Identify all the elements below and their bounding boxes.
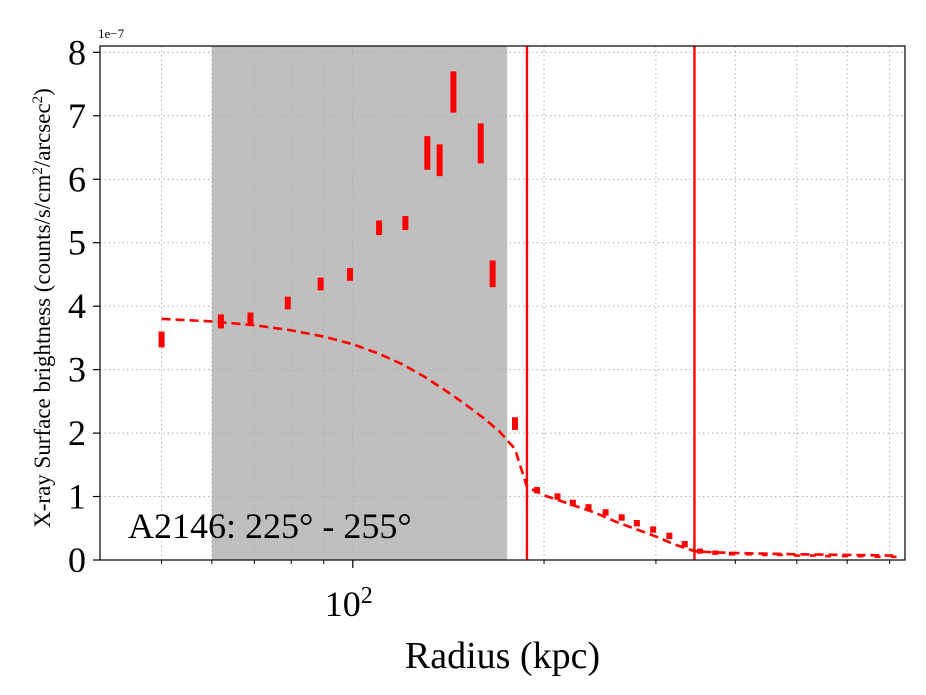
x-tick-base: 10 <box>325 584 361 624</box>
y-tick-label: 3 <box>68 350 86 390</box>
y-tick-label: 8 <box>68 32 86 72</box>
y-tick-label: 1 <box>68 477 86 517</box>
shaded-region-layer <box>211 46 508 560</box>
y-axis-label-main: X-ray Surface brightness (counts/s/cm <box>30 175 55 528</box>
y-axis-label-mid: /arcsec <box>30 103 55 167</box>
model-profile-curve <box>161 317 898 557</box>
x-axis-label: Radius (kpc) <box>405 635 600 677</box>
y-tick-label: 7 <box>68 96 86 136</box>
y-axis-label-end: ) <box>30 88 55 96</box>
y-axis-label: X-ray Surface brightness (counts/s/cm2/a… <box>30 88 55 528</box>
vertical-line-layer <box>525 46 696 560</box>
y-tick-label: 4 <box>68 286 86 326</box>
tick-layer: 0 1 2 3 4 5 6 7 8 <box>68 32 891 580</box>
grid-layer <box>100 46 905 560</box>
y-tick-label: 6 <box>68 159 86 199</box>
shaded-region <box>211 46 508 560</box>
y-axis-label-sup2: 2 <box>30 96 46 104</box>
x-tick-exponent: 2 <box>361 583 373 609</box>
series-layer <box>158 71 898 559</box>
plot-frame <box>99 45 906 561</box>
y-tick-label: 2 <box>68 413 86 453</box>
y-offset-text: 1e−7 <box>98 26 125 41</box>
y-axis-label-sup1: 2 <box>30 167 46 175</box>
y-tick-label: 0 <box>68 540 86 580</box>
x-tick-label-100: 102 <box>325 583 373 624</box>
y-tick-label: 5 <box>68 223 86 263</box>
region-annotation: A2146: 225° - 255° <box>128 506 412 546</box>
